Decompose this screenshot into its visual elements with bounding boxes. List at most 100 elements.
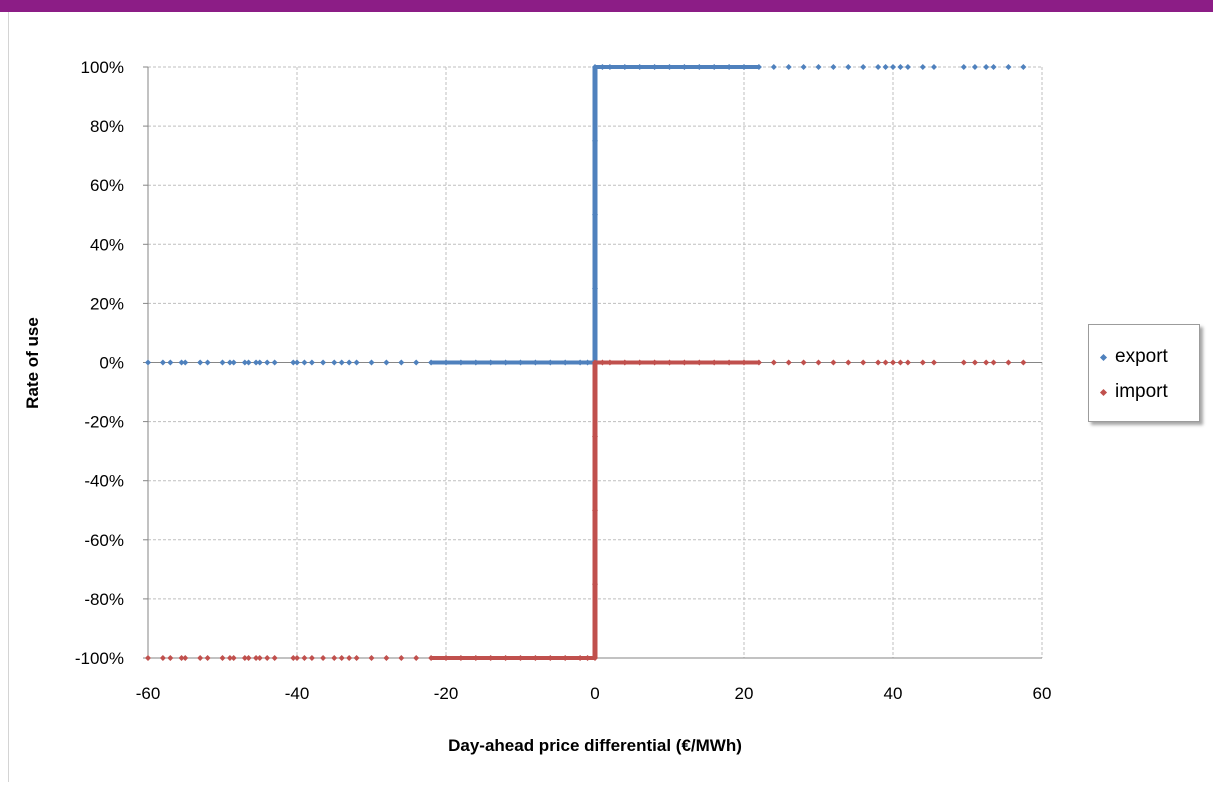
y-tick-labels: 100% 80% 60% 40% 20% 0% -20% -40% -60% -80% -100% — [75, 58, 124, 668]
data-point-import — [398, 655, 405, 661]
data-point-import — [290, 655, 297, 661]
data-point-import — [666, 359, 673, 366]
data-point-import — [256, 655, 263, 661]
data-point-export — [577, 359, 584, 366]
data-point-import — [443, 655, 449, 661]
data-point-export — [353, 359, 360, 366]
data-point-export — [159, 359, 166, 366]
data-point-export — [890, 64, 896, 70]
data-point-export — [681, 64, 688, 70]
data-point-import — [167, 655, 174, 661]
x-tick-label: -40 — [285, 684, 310, 703]
series-export — [145, 64, 1027, 366]
data-point-export — [487, 359, 494, 366]
legend-label-export: export — [1115, 346, 1168, 367]
data-point-export — [145, 359, 151, 366]
data-point-export — [413, 359, 420, 366]
data-point-import — [547, 655, 554, 661]
data-point-import — [346, 655, 353, 661]
data-point-import — [755, 359, 762, 366]
data-point-export — [443, 359, 449, 366]
data-point-import — [990, 359, 997, 366]
data-point-import — [182, 655, 189, 661]
data-point-export — [592, 137, 598, 144]
data-point-export — [346, 359, 353, 366]
data-point-import — [368, 655, 375, 661]
legend-item-import: import — [1099, 381, 1168, 403]
data-point-export — [636, 64, 643, 70]
data-point-export — [990, 64, 997, 70]
data-point-export — [592, 285, 598, 292]
data-point-export — [830, 64, 837, 70]
data-point-import — [681, 359, 688, 366]
data-point-import — [1020, 359, 1027, 366]
x-axis-title: Day-ahead price differential (€/MWh) — [448, 736, 742, 755]
legend-marker-import — [1099, 388, 1108, 396]
data-point-export — [532, 359, 539, 366]
data-point-export — [294, 359, 300, 366]
data-point-import — [592, 507, 598, 514]
data-point-export — [502, 359, 509, 366]
data-point-export — [584, 359, 591, 366]
x-tick-label: 20 — [735, 684, 754, 703]
data-point-export — [882, 64, 889, 70]
data-point-import — [338, 655, 345, 661]
data-point-export — [845, 64, 852, 70]
data-point-import — [592, 433, 598, 440]
data-point-export — [860, 64, 867, 70]
y-tick-label: -40% — [84, 472, 124, 491]
chart-frame-border — [8, 12, 9, 782]
data-point-import — [592, 581, 598, 588]
data-point-export — [368, 359, 375, 366]
y-tick-label: 80% — [90, 117, 124, 136]
data-point-import — [517, 655, 524, 661]
data-point-import — [930, 359, 937, 366]
x-tick-label: 0 — [590, 684, 599, 703]
data-point-export — [960, 64, 967, 70]
data-point-import — [145, 655, 151, 661]
data-point-import — [890, 359, 896, 366]
data-point-import — [487, 655, 494, 661]
data-point-export — [256, 359, 263, 366]
data-point-import — [413, 655, 420, 661]
x-tick-label: 40 — [884, 684, 903, 703]
data-point-export — [800, 64, 807, 70]
data-point-export — [178, 359, 185, 366]
data-point-export — [599, 64, 606, 70]
data-point-import — [770, 359, 777, 366]
series-import — [145, 359, 1027, 661]
data-point-import — [532, 655, 539, 661]
data-point-export — [308, 359, 315, 366]
data-point-import — [960, 359, 967, 366]
top-banner — [0, 0, 1213, 12]
data-point-export — [983, 64, 990, 70]
y-tick-label: 0% — [99, 354, 124, 373]
y-tick-label: -100% — [75, 649, 124, 668]
data-point-export — [472, 359, 479, 366]
data-point-import — [562, 655, 569, 661]
data-point-export — [219, 359, 226, 366]
data-point-export — [398, 359, 405, 366]
legend-label-import: import — [1115, 381, 1168, 402]
data-point-import — [875, 359, 882, 366]
data-point-export — [621, 64, 628, 70]
data-point-import — [592, 655, 598, 661]
data-point-import — [882, 359, 889, 366]
data-point-import — [860, 359, 867, 366]
data-point-import — [845, 359, 852, 366]
data-point-export — [815, 64, 822, 70]
data-point-export — [726, 64, 733, 70]
data-point-import — [219, 655, 226, 661]
data-point-export — [606, 64, 613, 70]
data-point-export — [741, 64, 747, 70]
legend: export import — [1088, 324, 1200, 422]
data-point-export — [897, 64, 904, 70]
data-point-import — [428, 655, 435, 661]
data-point-import — [897, 359, 904, 366]
data-point-import — [457, 655, 464, 661]
y-tick-label: -60% — [84, 531, 124, 550]
data-point-export — [197, 359, 204, 366]
data-point-export — [301, 359, 308, 366]
data-point-import — [621, 359, 628, 366]
legend-marker-export — [1099, 353, 1108, 361]
